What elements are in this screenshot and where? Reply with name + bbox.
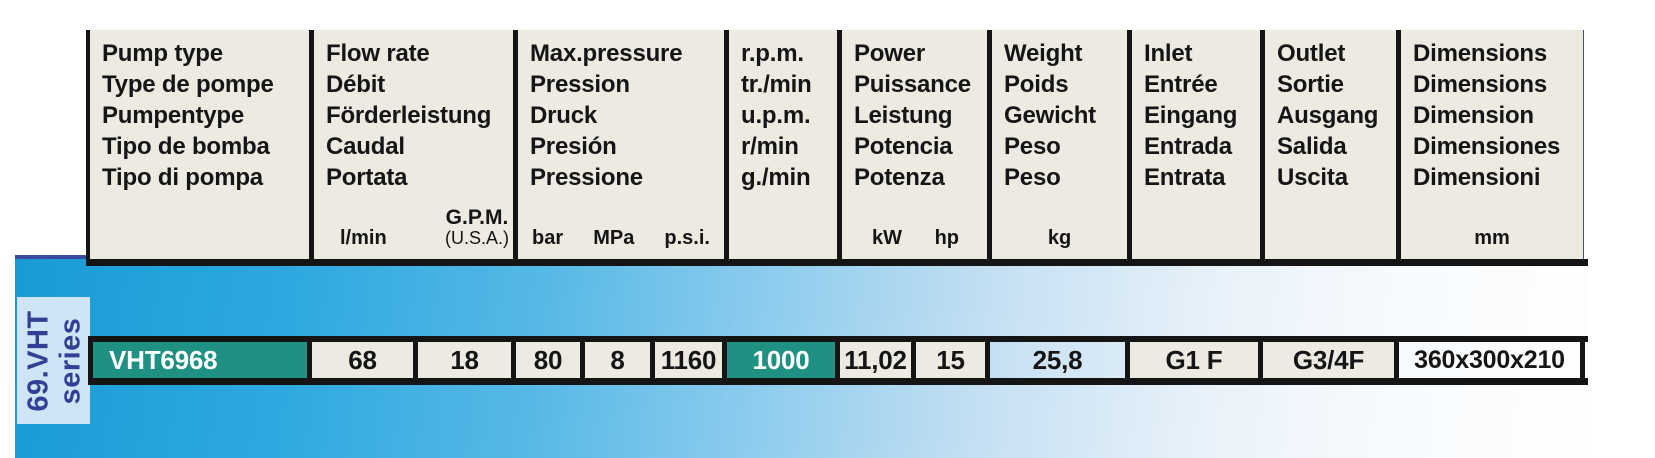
header-labels-rpm: r.p.m. tr./min u.p.m. r/min g./min <box>741 40 812 191</box>
header-col-weight: Weight Poids Gewicht Peso Peso kg <box>992 30 1132 259</box>
cell-pressure-bar: 80 <box>516 342 585 378</box>
cell-pump-type: VHT6968 <box>88 342 312 378</box>
header-labels-pump-type: Pump type Type de pompe Pumpentype Tipo … <box>102 40 274 191</box>
cell-rpm: 1000 <box>727 342 840 378</box>
header-col-outlet: Outlet Sortie Ausgang Salida Uscita <box>1265 30 1401 259</box>
cell-outlet: G3/4F <box>1263 342 1399 378</box>
header-labels-inlet: Inlet Entrée Eingang Entrada Entrata <box>1144 40 1238 191</box>
header-units-power: kW hp <box>842 228 987 248</box>
table-row-vht6968: VHT6968 68 18 80 8 1160 1000 11,02 15 25… <box>88 336 1588 385</box>
cell-pressure-mpa: 8 <box>585 342 655 378</box>
series-label: 69.VHT series <box>17 297 90 424</box>
cell-power-kw: 11,02 <box>840 342 916 378</box>
header-units-max-pressure: bar MPa p.s.i. <box>518 228 724 248</box>
header-units-dimensions: mm <box>1401 228 1583 248</box>
series-label-box: 69.VHT series <box>17 297 90 424</box>
header-labels-outlet: Outlet Sortie Ausgang Salida Uscita <box>1277 40 1379 191</box>
cell-weight-kg: 25,8 <box>990 342 1130 378</box>
unit-lmin: l/min <box>340 227 387 249</box>
unit-kg: kg <box>1047 227 1072 249</box>
unit-gpm-block: G.P.M. (U.S.A.) <box>444 206 509 248</box>
header-col-inlet: Inlet Entrée Eingang Entrada Entrata <box>1132 30 1265 259</box>
band-top-rule <box>15 255 92 259</box>
unit-hp: hp <box>934 227 959 249</box>
series-label-line1: 69.VHT <box>21 309 54 412</box>
unit-bar: bar <box>532 227 564 249</box>
header-units-weight: kg <box>992 228 1127 248</box>
cell-dimensions: 360x300x210 <box>1399 342 1585 378</box>
header-col-power: Power Puissance Leistung Potencia Potenz… <box>842 30 992 259</box>
header-labels-flow-rate: Flow rate Débit Förderleistung Caudal Po… <box>326 40 492 191</box>
unit-kw: kW <box>872 227 902 249</box>
unit-gpm-usa: (U.S.A.) <box>444 228 509 248</box>
header-col-pump-type: Pump type Type de pompe Pumpentype Tipo … <box>90 30 314 259</box>
unit-psi: p.s.i. <box>664 227 710 249</box>
cell-power-hp: 15 <box>916 342 990 378</box>
unit-gpm: G.P.M. <box>445 206 509 229</box>
unit-mpa: MPa <box>593 227 635 249</box>
header-col-rpm: r.p.m. tr./min u.p.m. r/min g./min <box>729 30 842 259</box>
header-labels-max-pressure: Max.pressure Pression Druck Presión Pres… <box>530 40 683 191</box>
header-units-flow-rate: l/min G.P.M. (U.S.A.) <box>314 206 513 249</box>
unit-mm: mm <box>1474 227 1510 249</box>
header-col-dimensions: Dimensions Dimensions Dimension Dimensio… <box>1401 30 1583 259</box>
header-labels-power: Power Puissance Leistung Potencia Potenz… <box>854 40 971 191</box>
cell-inlet: G1 F <box>1130 342 1263 378</box>
header-labels-dimensions: Dimensions Dimensions Dimension Dimensio… <box>1413 40 1561 191</box>
spec-table-header: Pump type Type de pompe Pumpentype Tipo … <box>86 30 1588 266</box>
header-col-flow-rate: Flow rate Débit Förderleistung Caudal Po… <box>314 30 518 259</box>
cell-pressure-psi: 1160 <box>655 342 727 378</box>
cell-flow-lmin: 68 <box>312 342 418 378</box>
header-col-max-pressure: Max.pressure Pression Druck Presión Pres… <box>518 30 729 259</box>
header-labels-weight: Weight Poids Gewicht Peso Peso <box>1004 40 1096 191</box>
series-label-line2: series <box>53 317 86 404</box>
cell-flow-gpm: 18 <box>418 342 516 378</box>
